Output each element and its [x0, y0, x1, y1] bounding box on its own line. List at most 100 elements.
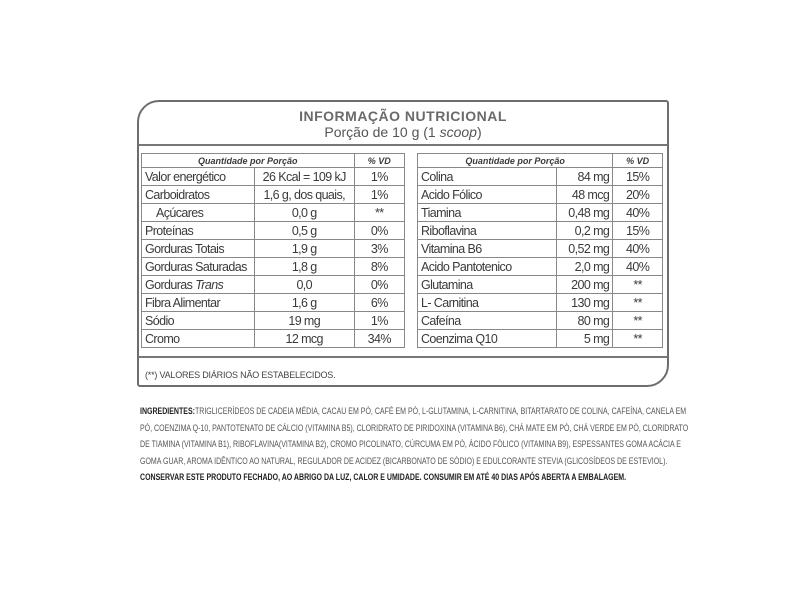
divider — [139, 356, 667, 358]
nutrient-vd: 0% — [353, 275, 406, 294]
nutrient-vd: ** — [612, 311, 663, 330]
nutrient-name: Valor energético — [141, 167, 255, 186]
nutrient-name: Açúcares — [141, 203, 255, 222]
ingredients-text: TRIGLICERÍDEOS DE CADEIA MÉDIA, CACAU EM… — [195, 406, 687, 416]
divider — [139, 144, 667, 146]
nutrient-name: Gorduras Saturadas — [141, 257, 255, 276]
table-row: Riboflavina 0,2 mg 15% — [416, 221, 663, 240]
header-vd: % VD — [612, 153, 663, 168]
nutrient-vd: 40% — [612, 239, 663, 258]
nutrient-name: Proteínas — [141, 221, 255, 240]
nutrient-vd: 3% — [353, 239, 406, 258]
table-row: Valor energético 26 Kcal = 109 kJ 1% — [141, 167, 406, 186]
nutrient-amount: 0,0 g — [253, 203, 355, 222]
panel-title: INFORMAÇÃO NUTRICIONAL — [299, 108, 507, 124]
nutrient-name: Acido Fólico — [416, 185, 558, 204]
serving-size: Porção de 10 g (1 scoop) — [139, 124, 667, 140]
table-row: Tiamina 0,48 mg 40% — [416, 203, 663, 222]
nutrient-name: Glutamina — [416, 275, 558, 294]
table-row: Sódio 19 mg 1% — [141, 311, 406, 330]
header-quantity: Quantidade por Porção — [416, 153, 614, 168]
table-row: L- Carnitina 130 mg ** — [416, 293, 663, 312]
nutrient-vd: 1% — [353, 311, 406, 330]
nutrient-name: Gorduras Totais — [141, 239, 255, 258]
nutrient-vd: 40% — [612, 257, 663, 276]
ingredients-line: INGREDIENTES:TRIGLICERÍDEOS DE CADEIA MÉ… — [140, 403, 686, 420]
nutrient-amount: 0,0 — [253, 275, 355, 294]
nutrient-amount: 200 mg — [556, 275, 614, 294]
nutrient-vd: 1% — [353, 167, 406, 186]
nutrient-vd: ** — [612, 329, 663, 348]
ingredients: INGREDIENTES:TRIGLICERÍDEOS DE CADEIA MÉ… — [140, 403, 689, 486]
nutrient-vd: ** — [612, 293, 663, 312]
nutrient-amount: 1,9 g — [253, 239, 355, 258]
table-row: Carboidratos 1,6 g, dos quais, 1% — [141, 185, 406, 204]
nutrient-amount: 84 mg — [556, 167, 614, 186]
nutrient-amount: 2,0 mg — [556, 257, 614, 276]
nutrient-name: Gorduras Trans — [141, 275, 255, 294]
nutrition-table-right: Quantidade por Porção% VD Colina 84 mg 15%… — [416, 153, 663, 348]
nutrient-amount: 19 mg — [253, 311, 355, 330]
nutrient-name: Tiamina — [416, 203, 558, 222]
nutrient-amount: 1,6 g — [253, 293, 355, 312]
serving-suffix: ) — [476, 124, 482, 140]
table-row: Vitamina B6 0,52 mg 40% — [416, 239, 663, 258]
nutrient-amount: 0,2 mg — [556, 221, 614, 240]
nutrient-name: Coenzima Q10 — [416, 329, 558, 348]
nutrient-vd: 15% — [612, 167, 663, 186]
table-row: Cafeína 80 mg ** — [416, 311, 663, 330]
storage-instructions: CONSERVAR ESTE PRODUTO FECHADO, AO ABRIG… — [140, 472, 627, 482]
table-row: Fibra Alimentar 1,6 g 6% — [141, 293, 406, 312]
nutrient-name: Sódio — [141, 311, 255, 330]
ingredients-label: INGREDIENTES: — [140, 406, 196, 416]
nutrient-vd: 20% — [612, 185, 663, 204]
table-row: Açúcares 0,0 g ** — [141, 203, 406, 222]
nutrient-amount: 1,8 g — [253, 257, 355, 276]
table-row: Glutamina 200 mg ** — [416, 275, 663, 294]
nutrient-name: Riboflavina — [416, 221, 558, 240]
table-row: Acido Pantotenico 2,0 mg 40% — [416, 257, 663, 276]
table-row: Proteínas 0,5 g 0% — [141, 221, 406, 240]
nutrient-name: Colina — [416, 167, 558, 186]
table-row: Coenzima Q10 5 mg ** — [416, 329, 663, 348]
nutrient-amount: 12 mcg — [253, 329, 355, 348]
nutrient-vd: 6% — [353, 293, 406, 312]
table-row: Gorduras Trans 0,0 0% — [141, 275, 406, 294]
nutrient-name: Vitamina B6 — [416, 239, 558, 258]
nutrient-name: Acido Pantotenico — [416, 257, 558, 276]
table-row: Acido Fólico 48 mcg 20% — [416, 185, 663, 204]
nutrient-amount: 80 mg — [556, 311, 614, 330]
nutrition-table-left: Quantidade por Porção% VD Valor energéti… — [141, 153, 406, 348]
nutrient-amount: 1,6 g, dos quais, — [253, 185, 355, 204]
nutrient-vd: 1% — [353, 185, 406, 204]
nutrient-amount: 0,52 mg — [556, 239, 614, 258]
nutrient-vd: 8% — [353, 257, 406, 276]
nutrient-vd: ** — [612, 275, 663, 294]
header-vd: % VD — [353, 153, 406, 168]
serving-text: Porção de 10 g (1 — [324, 124, 440, 140]
nutrient-vd: 0% — [353, 221, 406, 240]
table-row: Gorduras Saturadas 1,8 g 8% — [141, 257, 406, 276]
nutrient-amount: 48 mcg — [556, 185, 614, 204]
nutrition-facts-panel: INFORMAÇÃO NUTRICIONAL Porção de 10 g (1… — [137, 100, 669, 387]
nutrient-vd: 34% — [353, 329, 406, 348]
nutrient-vd: 15% — [612, 221, 663, 240]
nutrient-name: Fibra Alimentar — [141, 293, 255, 312]
ingredients-line: GOMA GUAR, AROMA IDÊNTICO AO NATURAL, RE… — [140, 455, 668, 466]
ingredients-line: DE TIAMINA (VITAMINA B1), RIBOFLAVINA(VI… — [140, 439, 681, 449]
nutrient-amount: 0,5 g — [253, 221, 355, 240]
nutrient-amount: 26 Kcal = 109 kJ — [253, 167, 355, 186]
nutrient-amount: 0,48 mg — [556, 203, 614, 222]
table-row: Gorduras Totais 1,9 g 3% — [141, 239, 406, 258]
nutrient-name: Carboidratos — [141, 185, 255, 204]
nutrient-name: Cafeína — [416, 311, 558, 330]
ingredients-line: PÓ, COENZIMA Q-10, PANTOTENATO DE CÁLCIO… — [140, 422, 689, 433]
serving-unit: scoop — [439, 124, 477, 140]
table-row: Colina 84 mg 15% — [416, 167, 663, 186]
nutrient-amount: 5 mg — [556, 329, 614, 348]
header-quantity: Quantidade por Porção — [141, 153, 355, 168]
nutrient-vd: 40% — [612, 203, 663, 222]
nutrient-amount: 130 mg — [556, 293, 614, 312]
table-row: Cromo 12 mcg 34% — [141, 329, 406, 348]
nutrient-vd: ** — [353, 203, 406, 222]
